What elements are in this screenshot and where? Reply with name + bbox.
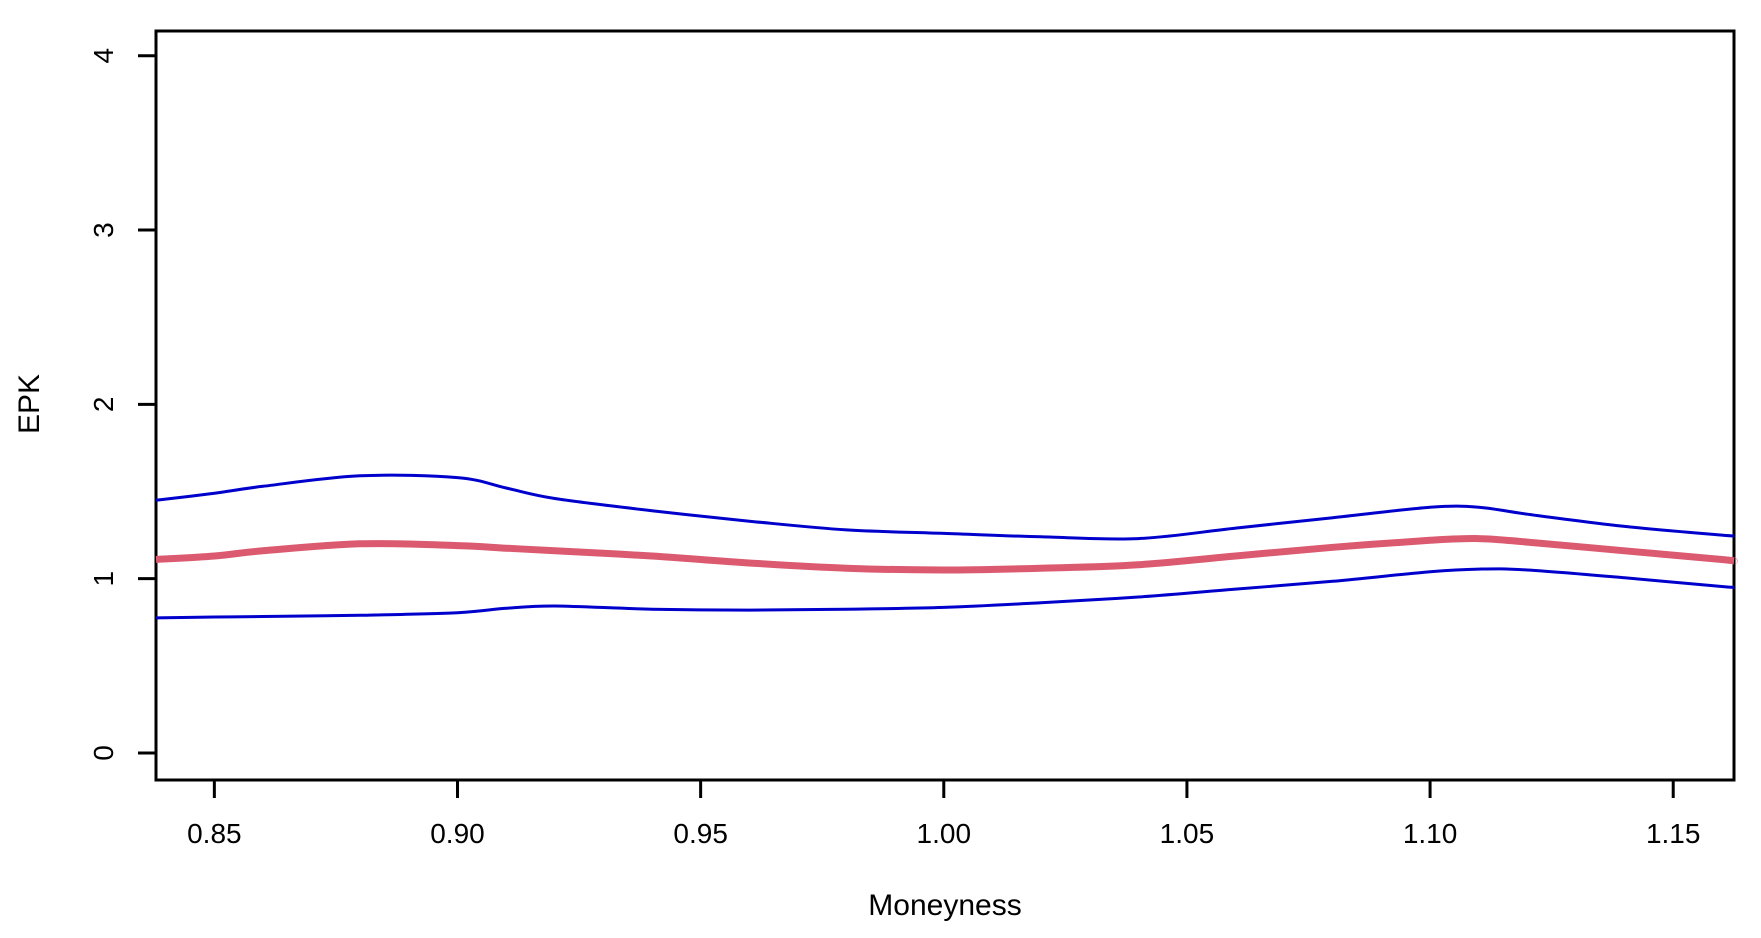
x-tick-label: 1.05	[1160, 818, 1215, 849]
y-tick-label: 4	[88, 48, 119, 64]
y-axis-title: EPK	[13, 373, 46, 435]
epk-estimate-line	[155, 535, 1738, 574]
confidence-band-line	[155, 473, 1736, 541]
confidence-band-line	[155, 567, 1736, 620]
y-tick-label: 0	[88, 745, 119, 761]
x-tick-label: 0.95	[673, 818, 728, 849]
x-tick-label: 1.00	[917, 818, 972, 849]
y-tick-label: 2	[88, 397, 119, 413]
x-tick-label: 0.90	[430, 818, 485, 849]
x-tick-label: 1.15	[1646, 818, 1701, 849]
x-tick-label: 1.10	[1403, 818, 1458, 849]
plot-border	[154, 29, 1736, 782]
y-tick-label: 3	[88, 222, 119, 238]
y-tick-label: 1	[88, 571, 119, 587]
x-axis-title: Moneyness	[868, 889, 1022, 922]
x-tick-label: 0.85	[187, 818, 242, 849]
